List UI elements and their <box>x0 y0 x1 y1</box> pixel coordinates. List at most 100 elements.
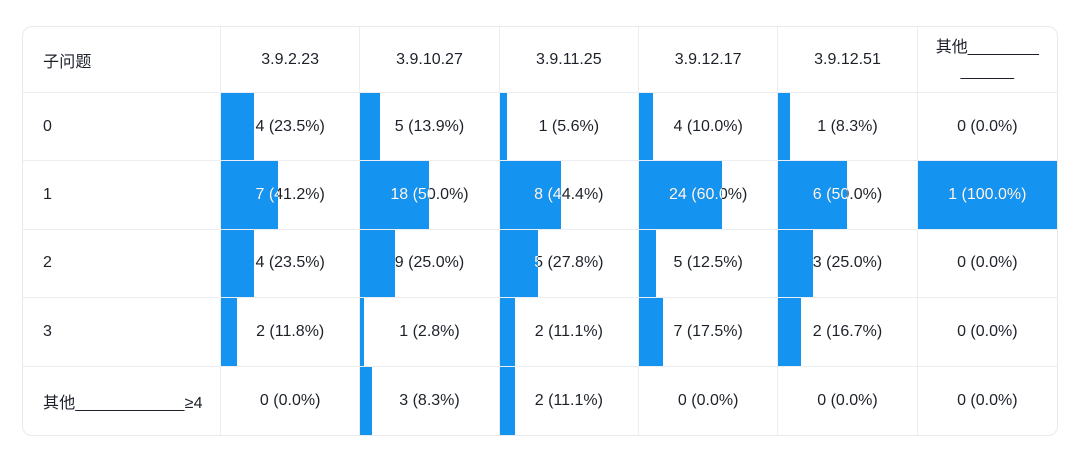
data-cell: 5 (12.5%) 5 (12.5%) <box>638 229 779 299</box>
cell-value-on-bar: 6 (50.0%) <box>812 186 883 204</box>
stats-grid: 子问题 3.9.2.23 3.9.10.27 3.9.11.25 3.9.12.17 3… <box>23 27 1057 435</box>
cell-value: 3 (8.3%) <box>399 391 460 409</box>
data-cell: 0 (0.0%) 0 (0.0%) <box>917 230 1057 299</box>
cell-value: 0 (0.0%) <box>957 322 1018 340</box>
percentage-bar <box>360 366 372 435</box>
data-cell: 0 (0.0%) 0 (0.0%) <box>917 298 1057 367</box>
cell-value: 0 (0.0%) <box>817 391 878 409</box>
data-cell: 3 (25.0%) 3 (25.0%) <box>778 229 918 299</box>
cell-value-on-bar: 7 (41.2%) <box>255 186 325 204</box>
data-cell: 4 (23.5%) 4 (23.5%) <box>221 229 361 299</box>
data-cell: 8 (44.4%) 8 (44.4%) <box>499 161 639 230</box>
cell-value: 7 (17.5%) <box>673 322 743 340</box>
cell-value: 18 (50.0%) <box>390 186 469 204</box>
cell-value: 1 (8.3%) <box>817 117 878 135</box>
data-cell: 2 (11.1%) 2 (11.1%) <box>499 366 639 435</box>
column-header-3.9.12.51: 3.9.12.51 <box>778 27 918 93</box>
data-cell: 2 (16.7%) 2 (16.7%) <box>778 298 918 367</box>
cell-value: 6 (50.0%) <box>812 186 883 204</box>
column-header-subquestion: 子问题 <box>23 27 221 93</box>
column-header-3.9.10.27: 3.9.10.27 <box>360 27 500 93</box>
cell-value-on-bar: 9 (25.0%) <box>394 254 465 272</box>
cell-value: 8 (44.4%) <box>534 186 604 204</box>
cell-value: 2 (11.1%) <box>534 322 603 340</box>
percentage-bar <box>221 93 254 161</box>
data-cell: 3 (8.3%) 3 (8.3%) <box>360 366 500 435</box>
data-cell: 0 (0.0%) 0 (0.0%) <box>918 367 1057 435</box>
cell-value-on-bar: 24 (60.0%) <box>669 186 748 204</box>
data-cell: 2 (11.1%) 2 (11.1%) <box>499 298 639 367</box>
data-cell: 7 (17.5%) 7 (17.5%) <box>638 298 779 367</box>
percentage-bar <box>360 161 430 229</box>
data-cell: 0 (0.0%) 0 (0.0%) <box>917 93 1057 162</box>
percentage-bar <box>499 298 515 366</box>
data-cell: 0 (0.0%) 0 (0.0%) <box>221 366 361 435</box>
data-cell: 4 (10.0%) 4 (10.0%) <box>638 93 779 162</box>
percentage-bar <box>360 93 380 161</box>
data-cell: 9 (25.0%) 9 (25.0%) <box>360 229 500 299</box>
data-cell: 0 (0.0%) 0 (0.0%) <box>639 366 779 435</box>
row-label: 1 <box>23 161 221 230</box>
percentage-bar <box>221 298 238 366</box>
data-cell: 1 (5.6%) 1 (5.6%) <box>499 93 639 162</box>
percentage-bar <box>499 161 562 229</box>
stats-table-card: 子问题 3.9.2.23 3.9.10.27 3.9.11.25 3.9.12.17 3… <box>22 26 1058 436</box>
percentage-bar <box>360 298 365 366</box>
cell-value: 7 (41.2%) <box>255 186 325 204</box>
column-header-label: 3.9.11.25 <box>536 50 602 68</box>
data-cell: 0 (0.0%) 0 (0.0%) <box>778 366 918 435</box>
cell-value: 0 (0.0%) <box>259 391 321 409</box>
data-cell: 5 (13.9%) 5 (13.9%) <box>360 93 500 162</box>
data-cell: 24 (60.0%) 24 (60.0%) <box>638 161 779 230</box>
data-cell: 1 (8.3%) 1 (8.3%) <box>778 93 918 162</box>
data-cell: 1 (2.8%) 1 (2.8%) <box>360 298 500 367</box>
cell-value-on-bar: 8 (44.4%) <box>534 186 604 204</box>
percentage-bar <box>638 93 653 161</box>
cell-value: 5 (13.9%) <box>394 117 465 135</box>
row-label: 0 <box>23 93 221 162</box>
column-header-other-line: 其他________ <box>935 38 1039 56</box>
cell-value-on-bar: 5 (27.8%) <box>534 254 604 272</box>
cell-value: 4 (10.0%) <box>673 117 743 135</box>
column-header-other-line: ______ <box>960 62 1015 80</box>
cell-value: 0 (0.0%) <box>677 391 739 409</box>
row-label: 3 <box>23 298 221 367</box>
row-label: 其他____________≥4 <box>23 366 221 435</box>
percentage-bar <box>778 161 848 229</box>
percentage-bar <box>917 161 1057 229</box>
cell-value: 4 (23.5%) <box>255 117 325 135</box>
cell-value: 2 (11.8%) <box>256 322 325 340</box>
percentage-bar <box>778 93 790 161</box>
column-header-label: 3.9.10.27 <box>396 50 463 68</box>
cell-value-on-bar: 3 (25.0%) <box>812 254 883 272</box>
cell-value: 0 (0.0%) <box>957 117 1018 135</box>
data-cell: 1 (100.0%) 1 (100.0%) <box>917 161 1057 230</box>
data-cell: 4 (23.5%) 4 (23.5%) <box>221 93 361 162</box>
percentage-bar <box>638 229 657 298</box>
percentage-bar <box>499 229 539 298</box>
data-cell: 5 (27.8%) 5 (27.8%) <box>499 229 639 299</box>
data-cell: 7 (41.2%) 7 (41.2%) <box>221 161 361 230</box>
percentage-bar <box>221 229 254 298</box>
column-header-label: 3.9.12.17 <box>674 50 742 68</box>
data-cell: 2 (11.8%) 2 (11.8%) <box>221 298 361 367</box>
cell-value: 24 (60.0%) <box>669 186 748 204</box>
data-cell: 6 (50.0%) 6 (50.0%) <box>778 161 918 230</box>
percentage-bar <box>360 229 395 298</box>
cell-value: 3 (25.0%) <box>812 254 883 272</box>
data-cell: 18 (50.0%) 18 (50.0%) <box>360 161 500 230</box>
percentage-bar <box>499 93 508 161</box>
column-header-label: 3.9.12.51 <box>814 50 881 68</box>
percentage-bar <box>499 366 515 435</box>
percentage-bar <box>221 161 278 229</box>
row-label: 2 <box>23 229 221 299</box>
cell-value: 4 (23.5%) <box>255 254 325 272</box>
cell-value-on-bar: 18 (50.0%) <box>390 186 469 204</box>
column-header-other: 其他________ ______ <box>917 27 1057 93</box>
column-header-3.9.12.17: 3.9.12.17 <box>638 27 779 93</box>
cell-value: 0 (0.0%) <box>957 254 1018 272</box>
column-header-3.9.2.23: 3.9.2.23 <box>221 27 361 93</box>
cell-value: 1 (100.0%) <box>948 186 1027 204</box>
cell-value: 2 (16.7%) <box>812 322 883 340</box>
column-header-3.9.11.25: 3.9.11.25 <box>499 27 639 93</box>
